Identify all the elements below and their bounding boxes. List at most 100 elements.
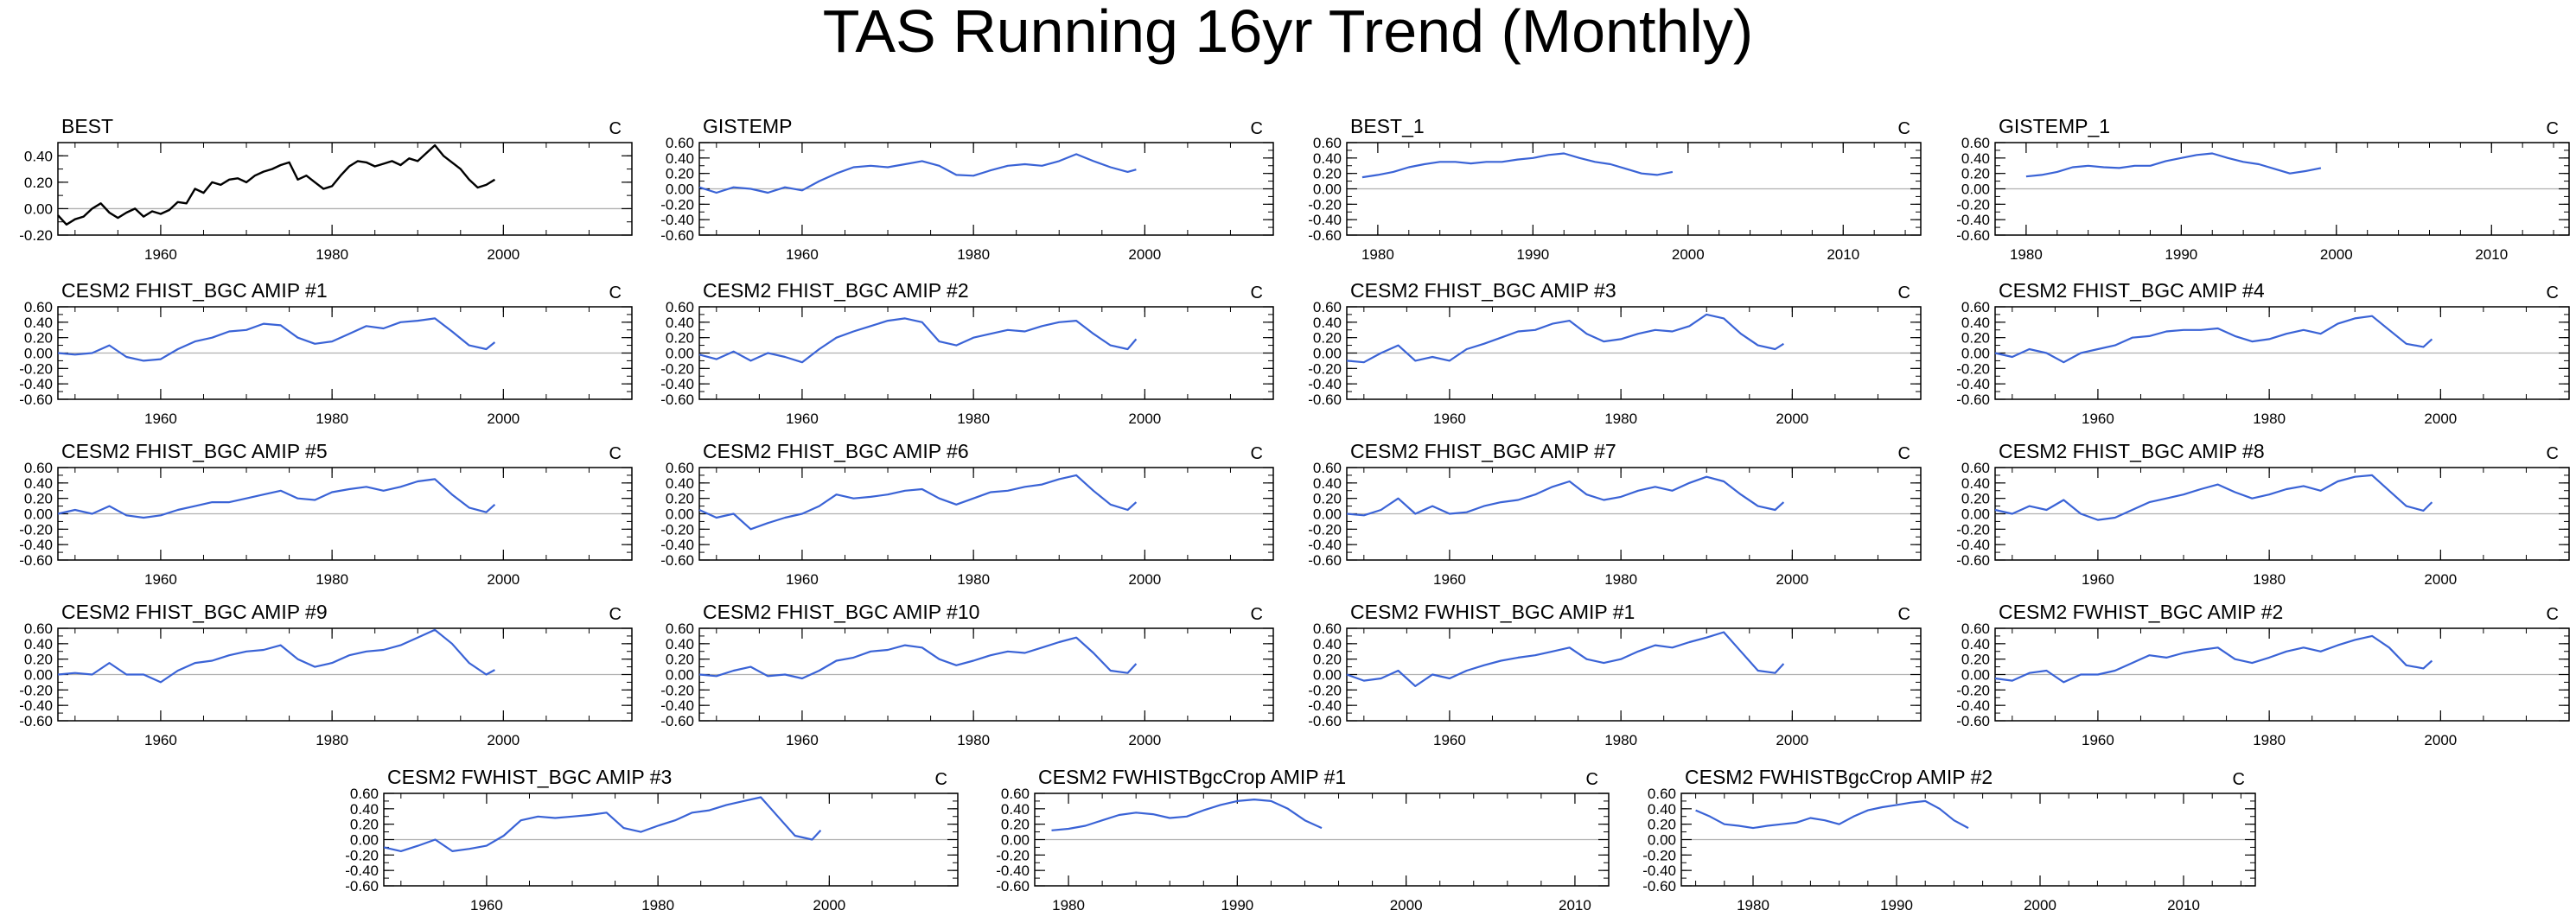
- chart-panel: -0.60-0.40-0.200.000.200.400.60 1960 1980 2…: [1956, 279, 2570, 427]
- y-tick-label: 0.20: [666, 330, 694, 347]
- series-line: [2025, 152, 2322, 178]
- y-tick-label: 0.00: [24, 346, 53, 362]
- y-tick-label: -0.20: [1956, 682, 1990, 698]
- x-tick-label: 1980: [1361, 246, 1394, 263]
- y-tick-label: 0.60: [1961, 299, 1990, 315]
- y-tick-label: 0.40: [1961, 475, 1990, 492]
- panel-unit: C: [2547, 605, 2559, 624]
- y-tick-label: 0.20: [350, 817, 379, 833]
- panel-title: CESM2 FWHIST_BGC AMIP #2: [1999, 601, 2283, 623]
- y-tick-label: -0.20: [996, 847, 1030, 863]
- y-tick-label: 0.00: [666, 346, 694, 362]
- x-tick-label: 1980: [2010, 246, 2043, 263]
- chart-panel: -0.60-0.40-0.200.000.200.400.60 1960 1980 2…: [19, 601, 633, 748]
- y-tick-label: 0.40: [666, 315, 694, 331]
- y-tick-label: -0.60: [19, 552, 53, 569]
- y-tick-label: 0.20: [1313, 652, 1342, 668]
- x-tick-label: 1960: [144, 732, 177, 748]
- y-tick-label: 0.60: [1961, 621, 1990, 637]
- y-tick-label: 0.60: [1313, 299, 1342, 315]
- panel-title: CESM2 FHIST_BGC AMIP #2: [703, 279, 969, 302]
- y-tick-label: 0.60: [1313, 621, 1342, 637]
- y-tick-label: -0.60: [996, 878, 1030, 894]
- panel-title: CESM2 FHIST_BGC AMIP #8: [1999, 440, 2265, 462]
- panel-title: CESM2 FHIST_BGC AMIP #1: [61, 279, 328, 302]
- x-tick-label: 2000: [2424, 732, 2457, 748]
- y-tick-label: 0.40: [1313, 315, 1342, 331]
- y-tick-label: 0.00: [1313, 346, 1342, 362]
- panel-title: CESM2 FHIST_BGC AMIP #9: [61, 601, 328, 623]
- x-tick-label: 2000: [2320, 246, 2353, 263]
- y-tick-label: 0.20: [24, 491, 53, 507]
- chart-panel: -0.60-0.40-0.200.000.200.400.60 1960 1980 2…: [660, 440, 1274, 588]
- y-tick-label: 0.20: [24, 175, 53, 191]
- chart-panel: -0.60-0.40-0.200.000.200.400.60 1960 1980 2…: [1308, 440, 1922, 588]
- y-tick-label: -0.40: [1956, 697, 1990, 714]
- panel-unit: C: [609, 283, 622, 302]
- y-tick-label: 0.60: [1961, 135, 1990, 151]
- y-tick-label: -0.60: [345, 878, 379, 894]
- y-tick-label: 0.00: [1313, 181, 1342, 198]
- y-tick-label: -0.40: [1308, 697, 1342, 714]
- chart-panel: -0.60-0.40-0.200.000.200.400.60 1960 1980 2…: [345, 766, 959, 913]
- y-tick-label: -0.60: [660, 552, 694, 569]
- x-tick-label: 1960: [786, 732, 819, 748]
- series-line: [698, 317, 1138, 364]
- series-line: [57, 143, 496, 226]
- panel-unit: C: [1898, 605, 1910, 624]
- y-tick-label: 0.40: [1313, 636, 1342, 652]
- y-tick-label: -0.60: [1642, 878, 1676, 894]
- y-tick-label: -0.40: [1308, 376, 1342, 392]
- x-tick-label: 2000: [1390, 897, 1423, 913]
- panel-unit: C: [1898, 444, 1910, 463]
- panel-unit: C: [2547, 119, 2559, 138]
- x-tick-label: 1960: [144, 246, 177, 263]
- figure-title: TAS Running 16yr Trend (Monthly): [822, 0, 1754, 65]
- y-tick-label: 0.40: [24, 148, 53, 164]
- x-tick-label: 1980: [2253, 732, 2286, 748]
- y-tick-label: 0.40: [1313, 150, 1342, 167]
- chart-panel: -0.60-0.40-0.200.000.200.400.60 1960 1980 2…: [660, 115, 1274, 263]
- panel-title: GISTEMP: [703, 115, 793, 137]
- panel-title: BEST_1: [1350, 115, 1425, 137]
- x-tick-label: 2000: [2024, 897, 2056, 913]
- panel-title: CESM2 FHIST_BGC AMIP #10: [703, 601, 979, 623]
- panel-title: GISTEMP_1: [1999, 115, 2110, 137]
- panel-title: CESM2 FHIST_BGC AMIP #6: [703, 440, 969, 462]
- y-tick-label: 0.00: [1313, 667, 1342, 684]
- x-tick-label: 1980: [316, 571, 348, 588]
- y-tick-label: 0.20: [24, 652, 53, 668]
- chart-panel: -0.60-0.40-0.200.000.200.400.60 1960 1980 2…: [660, 279, 1274, 427]
- x-tick-label: 1960: [2082, 732, 2114, 748]
- y-tick-label: 0.60: [666, 135, 694, 151]
- y-tick-label: 0.00: [666, 506, 694, 523]
- x-tick-label: 2010: [2475, 246, 2508, 263]
- y-tick-label: 0.00: [1648, 832, 1676, 849]
- x-tick-label: 1960: [144, 411, 177, 427]
- panel-unit: C: [1586, 770, 1598, 789]
- chart-panel: -0.60-0.40-0.200.000.200.400.60 1960 1980 2…: [19, 279, 633, 427]
- series-line: [57, 478, 496, 519]
- y-tick-label: 0.20: [1313, 491, 1342, 507]
- panel-title: CESM2 FWHISTBgcCrop AMIP #2: [1685, 766, 1993, 788]
- y-tick-label: -0.20: [345, 847, 379, 863]
- x-tick-label: 1980: [1737, 897, 1769, 913]
- panel-unit: C: [609, 119, 622, 138]
- y-tick-label: -0.40: [660, 697, 694, 714]
- y-tick-label: -0.20: [1308, 521, 1342, 538]
- chart-panel: -0.60-0.40-0.200.000.200.400.60 1980 1990 2…: [1642, 766, 2256, 913]
- y-tick-label: -0.20: [660, 521, 694, 538]
- y-tick-label: 0.00: [666, 181, 694, 198]
- panel-unit: C: [1251, 283, 1263, 302]
- x-tick-label: 1980: [2253, 571, 2286, 588]
- y-tick-label: -0.60: [1308, 713, 1342, 729]
- panel-unit: C: [2547, 283, 2559, 302]
- y-tick-label: 0.00: [1961, 667, 1990, 684]
- series-line: [698, 474, 1138, 531]
- y-tick-label: -0.20: [660, 196, 694, 213]
- x-tick-label: 1960: [786, 411, 819, 427]
- x-tick-label: 2010: [1559, 897, 1591, 913]
- y-tick-label: 0.40: [24, 636, 53, 652]
- x-tick-label: 2000: [813, 897, 845, 913]
- x-tick-label: 2000: [1128, 571, 1161, 588]
